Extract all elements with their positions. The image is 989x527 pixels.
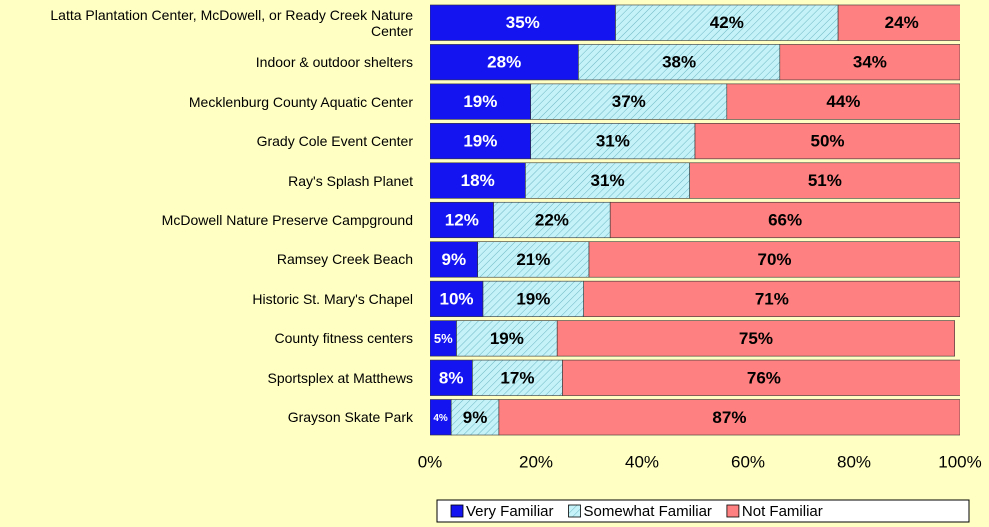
value-label: 19% [516,289,550,308]
bar-segment [430,44,579,81]
bars [430,4,960,436]
value-label: 22% [535,210,569,229]
category-label: McDowell Nature Preserve Campground [161,211,413,228]
value-label: 42% [710,13,744,32]
bar-segment [525,162,691,199]
x-tick-label: 20% [519,452,553,471]
bar-segment [615,4,839,41]
category-label: Mecklenburg County Aquatic Center [188,93,413,110]
bar-segment [689,162,960,199]
category-label: Historic St. Mary's Chapel [252,290,413,307]
value-label: 17% [500,368,534,387]
bar-segment [430,241,479,278]
value-label: 18% [461,171,495,190]
legend-label: Very Familiar [466,503,554,520]
bar-segment [430,359,473,396]
category-label: Grady Cole Event Center [256,133,413,150]
category-label: Ramsey Creek Beach [276,251,413,268]
x-tick-label: 100% [938,452,981,471]
category-label: Sportsplex at Matthews [267,369,413,386]
bar-segment [578,44,781,81]
value-label: 19% [463,92,497,111]
value-label: 21% [516,250,550,269]
legend-swatch [450,504,464,518]
legend-label: Not Familiar [742,503,823,520]
value-label: 76% [747,368,781,387]
value-label: 10% [439,289,473,308]
value-label: 5% [434,331,453,346]
bar-segment [530,123,696,160]
value-label: 19% [463,132,497,151]
value-label: 12% [445,210,479,229]
bar-segment [583,280,960,317]
value-label: 8% [439,368,464,387]
x-tick-label: 40% [625,452,659,471]
value-label: 37% [612,92,646,111]
value-label: 35% [506,13,540,32]
value-label: 34% [853,53,887,72]
x-tick-label: 80% [837,452,871,471]
value-label: 75% [739,329,773,348]
bar-segment [430,162,526,199]
value-label: 4% [433,413,448,424]
bar-segment [530,83,728,120]
value-label: 24% [885,13,919,32]
bar-segment [482,280,584,317]
value-label: 87% [712,408,746,427]
x-tick-label: 0% [418,452,443,471]
category-label: Latta Plantation Center, McDowell, or Re… [50,6,413,39]
bar-segment [430,201,494,239]
value-label: 51% [808,171,842,190]
category-label: Ray's Splash Planet [288,172,413,189]
category-label: Grayson Skate Park [287,409,413,426]
value-label: 9% [463,408,488,427]
bar-segment [430,83,531,120]
bar-segment [726,83,960,120]
bar-segment [450,399,500,436]
bar-segment [837,4,960,41]
bar-segment [609,201,960,239]
value-label: 66% [768,210,802,229]
value-label: 71% [755,289,789,308]
value-label: 31% [596,132,630,151]
legend-swatch [726,504,740,518]
value-label: 28% [487,53,521,72]
bar-segment [493,201,611,239]
bar-segment [456,320,558,357]
bar-segment [430,4,616,41]
value-label: 9% [442,250,467,269]
bar-segment [498,399,960,436]
bar-segment [430,320,457,357]
bar-segment [562,359,960,396]
value-label: 31% [591,171,625,190]
bar-segment [694,123,960,160]
legend-label: Somewhat Familiar [584,503,712,520]
bar-segment [556,320,956,357]
value-label: 44% [826,92,860,111]
value-label: 19% [490,329,524,348]
x-tick-label: 60% [731,452,765,471]
category-label: Indoor & outdoor shelters [255,54,413,71]
bar-segment [430,280,484,317]
bar-segment [477,241,590,278]
value-label: 38% [662,53,696,72]
legend-swatch [568,504,581,518]
value-label: 70% [757,250,791,269]
value-label: 50% [810,132,844,151]
bar-segment [588,241,960,278]
bar-segment [779,44,960,81]
category-label: County fitness centers [274,330,413,347]
